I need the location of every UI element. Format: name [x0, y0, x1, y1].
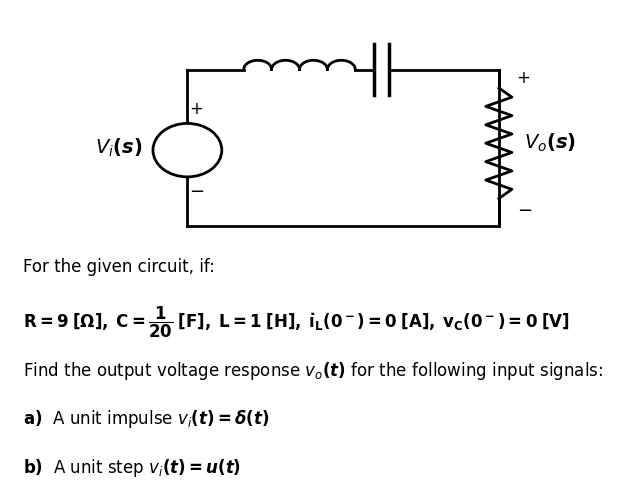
Text: $\boldsymbol{V_i}$$\boldsymbol{(s)}$: $\boldsymbol{V_i}$$\boldsymbol{(s)}$	[95, 137, 143, 159]
Text: $-$: $-$	[517, 200, 531, 217]
Text: Find the output voltage response $\boldsymbol{v_{\mathit{o}}(t)}$ for the follow: Find the output voltage response $\bolds…	[23, 360, 603, 382]
Text: $\mathbf{a)}$  A unit impulse $\boldsymbol{v_i(t) = \delta(t)}$: $\mathbf{a)}$ A unit impulse $\boldsymbo…	[23, 408, 269, 431]
Text: $\boldsymbol{V_o}$$\boldsymbol{(s)}$: $\boldsymbol{V_o}$$\boldsymbol{(s)}$	[524, 132, 576, 155]
Text: $-$: $-$	[188, 181, 204, 200]
Text: For the given circuit, if:: For the given circuit, if:	[23, 258, 215, 276]
Text: +: +	[517, 69, 530, 87]
Text: $\mathbf{b)}$  A unit step $\boldsymbol{v_i(t) = u(t)}$: $\mathbf{b)}$ A unit step $\boldsymbol{v…	[23, 457, 241, 479]
Text: +: +	[189, 100, 203, 118]
Text: $\mathbf{R = 9\;[\Omega],\;C = \dfrac{1}{20}\;[F],\;L = 1\;[H],\;\dot{\imath}_L(: $\mathbf{R = 9\;[\Omega],\;C = \dfrac{1}…	[23, 304, 570, 340]
